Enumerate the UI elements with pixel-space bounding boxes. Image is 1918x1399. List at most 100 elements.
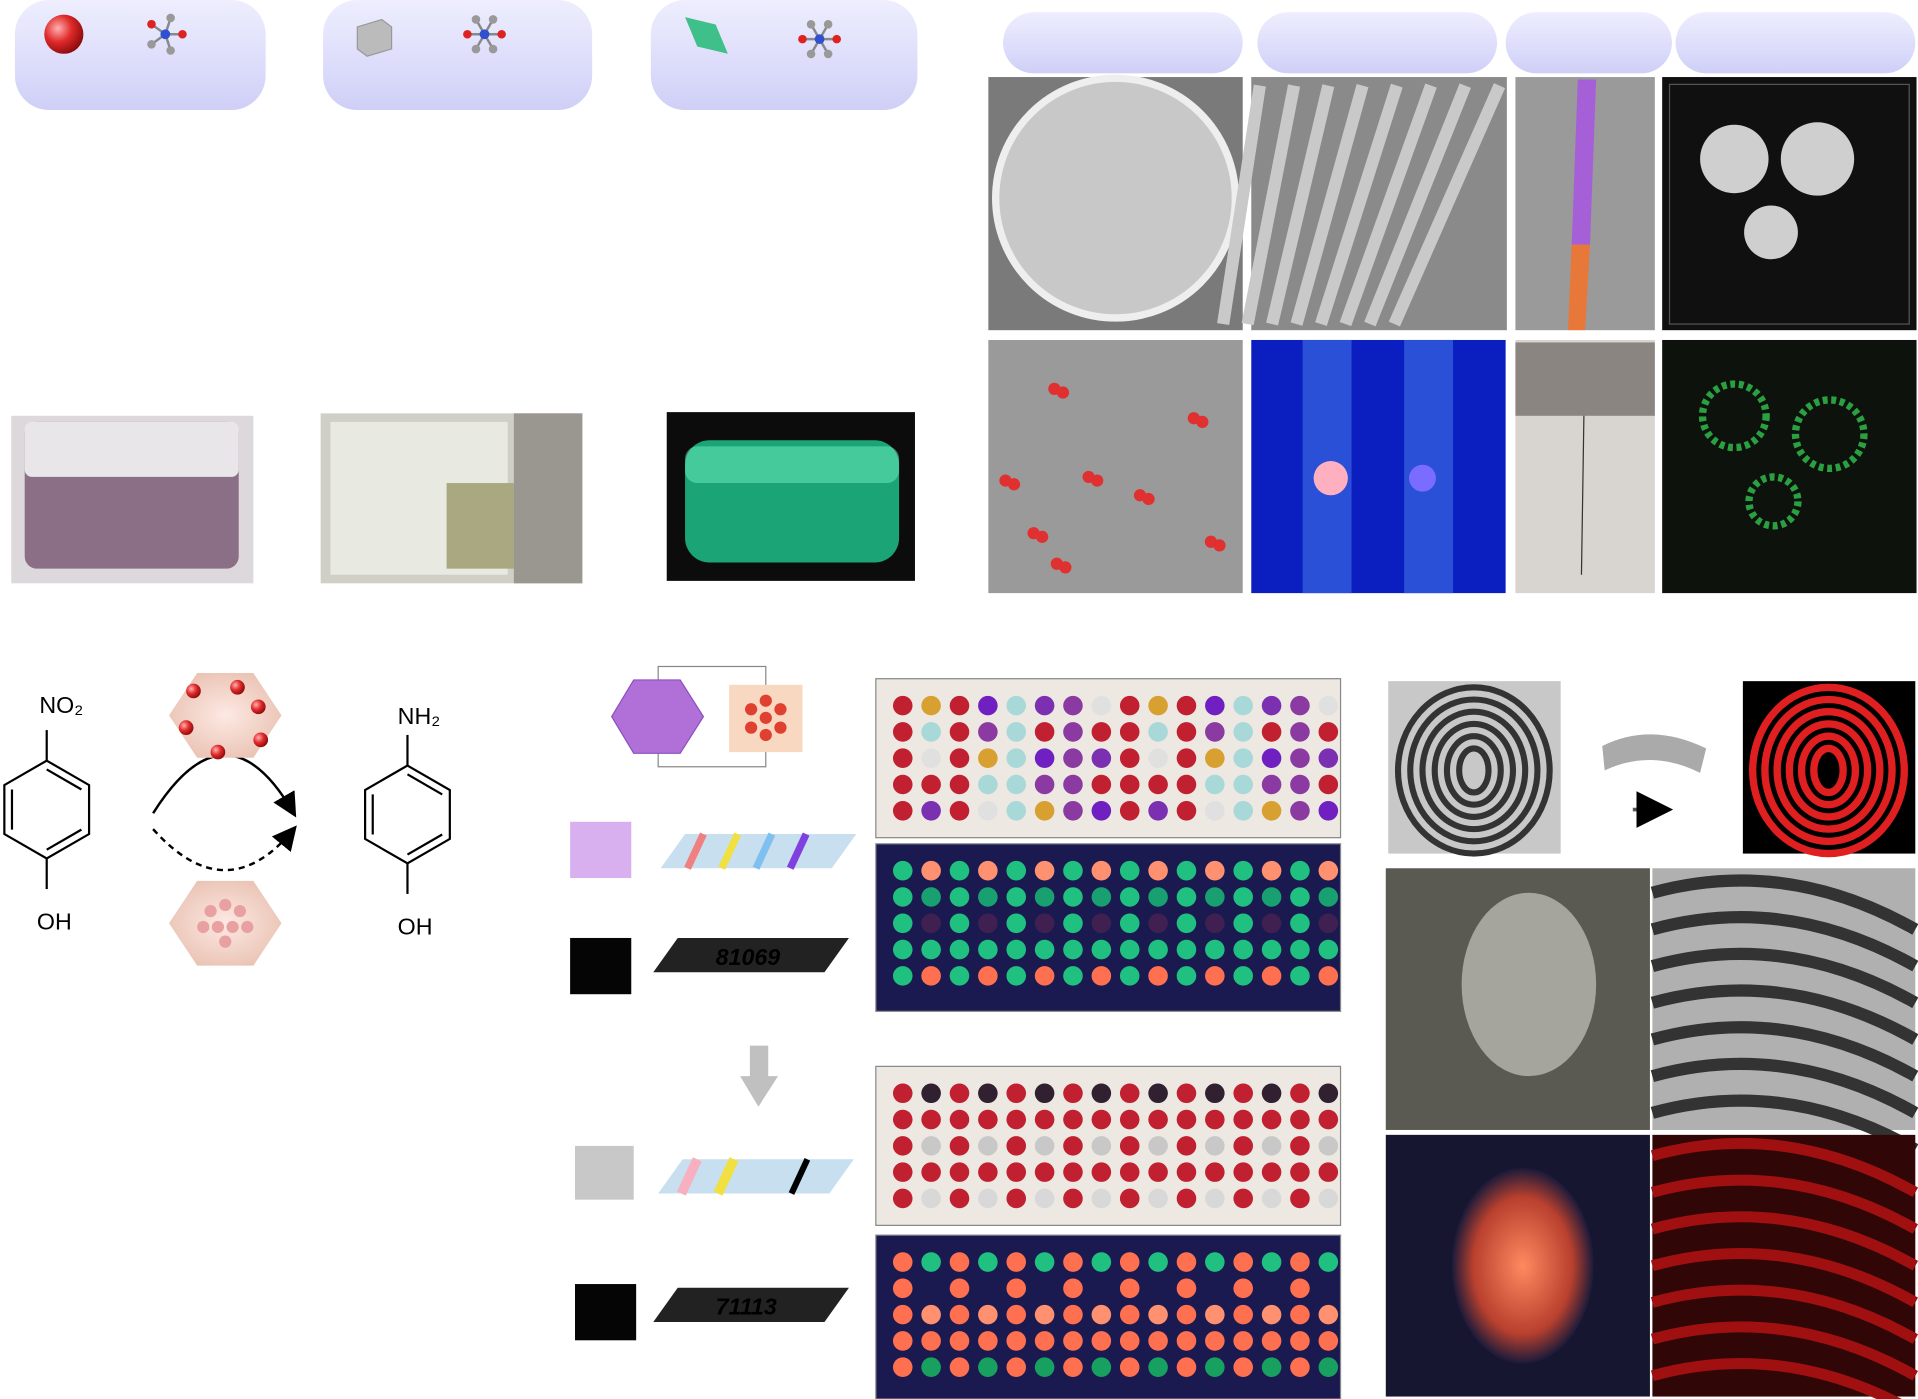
well [1261,1083,1282,1104]
well [1176,1278,1197,1299]
well [1205,1331,1225,1351]
well [949,939,970,960]
atom [160,29,171,40]
well [1148,801,1168,821]
sphere-icon [44,14,84,54]
well [1006,1304,1027,1325]
material-pill [650,0,918,111]
particle [774,703,787,716]
well [1233,1304,1253,1325]
well [1318,939,1339,960]
well [1261,887,1282,907]
well [949,801,970,821]
ridge-glow [1797,732,1860,809]
well [978,1252,998,1272]
stripe [676,1157,702,1196]
well [1006,695,1027,716]
vial-glow-top [685,446,900,484]
well [1119,801,1140,821]
atom [806,20,816,29]
well [921,1304,941,1325]
particle [253,732,269,748]
well [1318,722,1339,742]
well [1091,966,1112,986]
well [1318,1357,1339,1377]
well [1006,801,1027,821]
well [1119,748,1140,768]
ridge-band [1650,947,1918,1009]
well [1261,1331,1282,1351]
well [1091,801,1112,821]
well [1290,913,1310,934]
well [1006,939,1027,960]
ridge-band [1650,1211,1918,1271]
well [1318,774,1339,795]
atom [471,44,481,54]
well [1006,1252,1027,1272]
atom [479,29,490,40]
well [1176,801,1197,821]
fiber [1241,84,1301,326]
ridge-band [1650,911,1918,972]
sem-image [1662,77,1917,331]
well [1205,1357,1225,1377]
cell [1059,561,1072,574]
well [1119,774,1140,795]
stripe [786,832,810,870]
application-pill [1257,12,1498,74]
particle [759,694,772,707]
well [1119,1252,1140,1272]
application-pill [1505,12,1672,74]
well [1148,1278,1168,1299]
particle [241,920,254,934]
fluor-image [1251,339,1506,594]
well [921,1162,941,1182]
atom [832,34,841,44]
well [1290,1304,1310,1325]
well [1176,1136,1197,1156]
well [978,774,998,795]
ridge-band [1650,1094,1918,1155]
well [978,1083,998,1104]
wire [1580,415,1585,575]
well [1148,887,1168,907]
well [1205,1162,1225,1182]
well [978,1109,998,1130]
well [1006,1162,1027,1182]
well [921,860,941,881]
well [1261,1162,1282,1182]
well [978,695,998,716]
ridge-band [1650,1248,1918,1308]
cell [1213,539,1226,552]
well [892,913,913,934]
well [1034,1304,1055,1325]
well [1091,1083,1112,1104]
strip-code: 71113 [716,1294,777,1320]
mof-hex [610,679,705,754]
well [1034,1188,1055,1209]
well [1233,887,1253,907]
leaf-glow [1745,473,1802,530]
well [1091,860,1112,881]
cube-icon [356,18,393,57]
well [1091,722,1112,742]
well [921,939,941,960]
well [1034,887,1055,907]
well [1261,695,1282,716]
well [1176,1162,1197,1182]
print-glow [1451,1167,1594,1364]
well [1176,939,1197,960]
well [1233,748,1253,768]
well [978,1331,998,1351]
well [1091,748,1112,768]
particle [233,904,247,918]
well [921,774,941,795]
frame [1668,83,1910,325]
well [1290,748,1310,768]
well [1290,939,1310,960]
well [1034,695,1055,716]
catalyst-hex [169,880,282,966]
well [1205,1188,1225,1209]
well [1091,887,1112,907]
